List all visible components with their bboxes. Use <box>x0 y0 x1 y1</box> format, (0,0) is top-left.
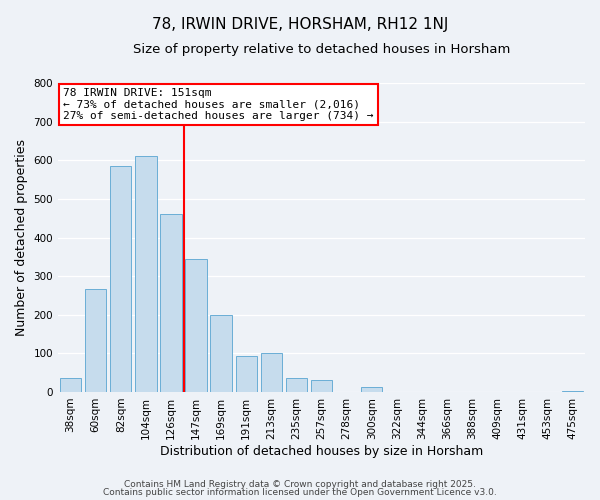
Bar <box>311 380 332 392</box>
Bar <box>260 354 282 392</box>
Bar <box>185 258 207 392</box>
Title: Size of property relative to detached houses in Horsham: Size of property relative to detached ho… <box>133 42 510 56</box>
Bar <box>85 289 106 392</box>
Text: Contains HM Land Registry data © Crown copyright and database right 2025.: Contains HM Land Registry data © Crown c… <box>124 480 476 489</box>
Bar <box>562 391 583 392</box>
Text: 78, IRWIN DRIVE, HORSHAM, RH12 1NJ: 78, IRWIN DRIVE, HORSHAM, RH12 1NJ <box>152 18 448 32</box>
Bar <box>60 378 81 392</box>
Text: Contains public sector information licensed under the Open Government Licence v3: Contains public sector information licen… <box>103 488 497 497</box>
Bar <box>160 214 182 392</box>
Text: 78 IRWIN DRIVE: 151sqm
← 73% of detached houses are smaller (2,016)
27% of semi-: 78 IRWIN DRIVE: 151sqm ← 73% of detached… <box>64 88 374 121</box>
Y-axis label: Number of detached properties: Number of detached properties <box>15 139 28 336</box>
Bar <box>236 356 257 392</box>
Bar <box>135 156 157 392</box>
Bar <box>211 314 232 392</box>
Bar <box>286 378 307 392</box>
Bar <box>110 166 131 392</box>
X-axis label: Distribution of detached houses by size in Horsham: Distribution of detached houses by size … <box>160 444 483 458</box>
Bar <box>361 387 382 392</box>
